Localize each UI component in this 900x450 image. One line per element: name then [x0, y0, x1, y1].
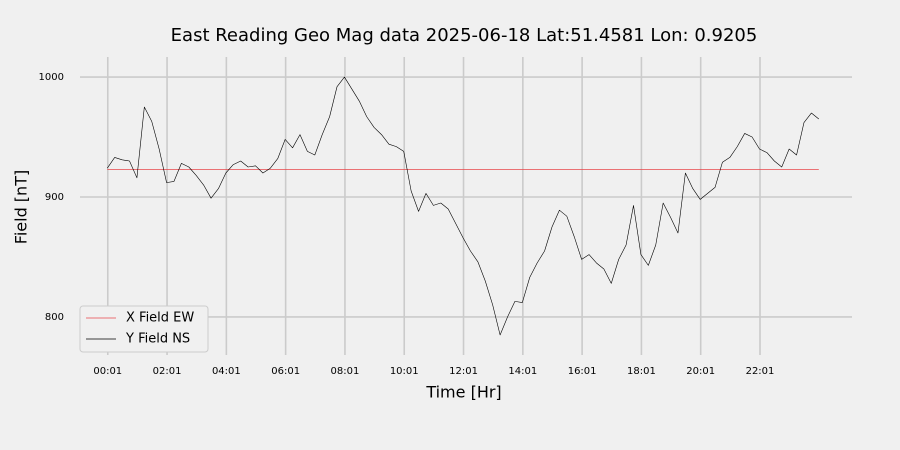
x-tick-label: 14:01	[508, 366, 537, 377]
x-tick-label: 16:01	[568, 366, 597, 377]
x-tick-label: 20:01	[686, 366, 715, 377]
x-tick-label: 08:01	[331, 366, 360, 377]
x-tick-label: 00:01	[93, 366, 122, 377]
legend-label: Y Field NS	[125, 332, 190, 347]
x-tick-label: 12:01	[449, 366, 478, 377]
x-tick-label: 04:01	[212, 366, 241, 377]
y-tick-label: 900	[45, 192, 64, 203]
x-tick-label: 18:01	[627, 366, 656, 377]
legend-label: X Field EW	[126, 311, 194, 326]
chart-title: East Reading Geo Mag data 2025-06-18 Lat…	[171, 25, 758, 46]
y-axis-label: Field [nT]	[12, 170, 31, 244]
y-tick-label: 800	[45, 312, 64, 323]
x-tick-label: 02:01	[153, 366, 182, 377]
legend-box	[79, 305, 209, 353]
x-tick-label: 06:01	[271, 366, 300, 377]
x-tick-label: 10:01	[390, 366, 419, 377]
legend: X Field EW Y Field NS	[79, 305, 209, 353]
series-line	[107, 76, 819, 336]
x-axis-label: Time [Hr]	[425, 383, 501, 402]
x-tick-label: 22:01	[746, 366, 775, 377]
y-tick-label: 1000	[39, 72, 64, 83]
